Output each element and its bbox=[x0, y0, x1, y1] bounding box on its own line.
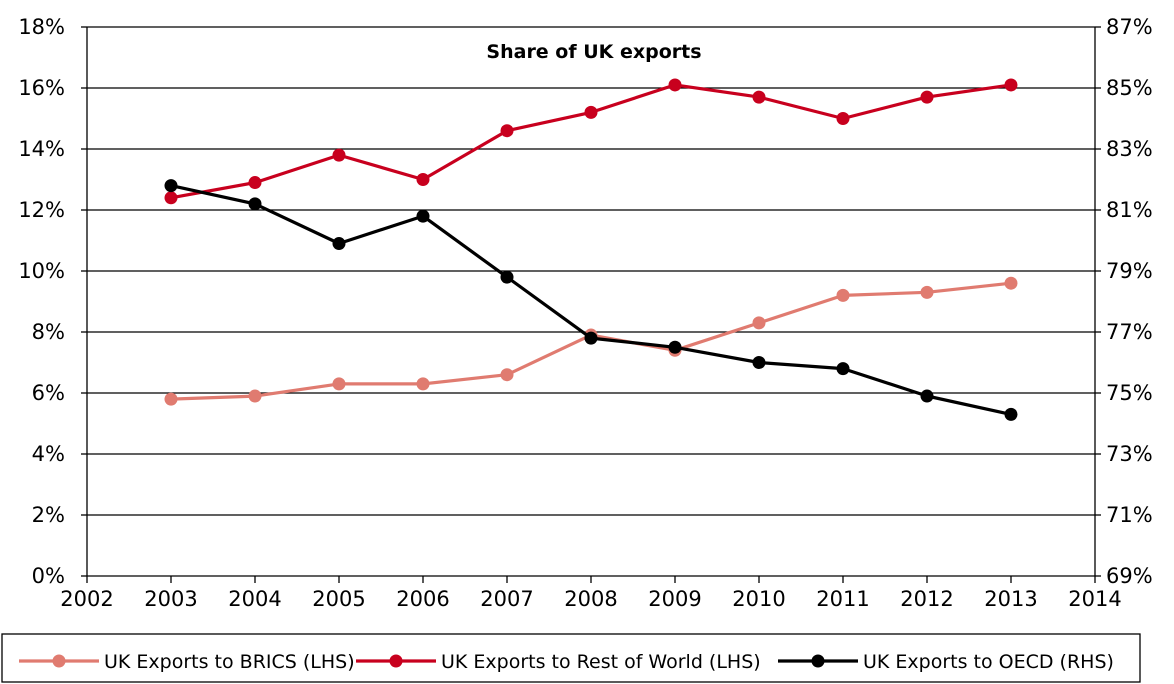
y-right-tick-label: 77% bbox=[1106, 320, 1153, 344]
x-tick-label: 2011 bbox=[816, 587, 869, 611]
x-tick-label: 2014 bbox=[1068, 587, 1121, 611]
data-point bbox=[332, 237, 346, 251]
data-point bbox=[920, 285, 934, 299]
data-point bbox=[164, 191, 178, 205]
data-point bbox=[752, 316, 766, 330]
x-tick-label: 2005 bbox=[312, 587, 365, 611]
y-right-tick-label: 87% bbox=[1106, 15, 1153, 39]
legend-swatch-marker bbox=[389, 654, 403, 668]
x-tick-label: 2008 bbox=[564, 587, 617, 611]
y-right-tick-label: 69% bbox=[1106, 564, 1153, 588]
y-left-tick-label: 8% bbox=[32, 320, 65, 344]
x-tick-label: 2003 bbox=[144, 587, 197, 611]
y-right-tick-label: 71% bbox=[1106, 503, 1153, 527]
data-point bbox=[416, 377, 430, 391]
data-point bbox=[248, 197, 262, 211]
legend-entry-label: UK Exports to OECD (RHS) bbox=[863, 651, 1114, 673]
data-point bbox=[332, 148, 346, 162]
y-left-tick-labels: 0% 2% 4% 6% 8% 10% 12% 14% 16% 18% bbox=[18, 15, 65, 588]
legend-swatch-marker bbox=[811, 654, 825, 668]
data-point bbox=[836, 288, 850, 302]
data-point bbox=[584, 105, 598, 119]
axes bbox=[81, 26, 1101, 583]
data-point bbox=[500, 124, 514, 138]
x-tick-label: 2007 bbox=[480, 587, 533, 611]
y-left-tick-label: 14% bbox=[18, 137, 65, 161]
data-point bbox=[752, 356, 766, 369]
y-left-tick-label: 18% bbox=[18, 15, 65, 39]
data-point bbox=[164, 179, 178, 193]
y-left-tick-label: 0% bbox=[32, 564, 65, 588]
legend-box bbox=[1, 633, 1141, 683]
y-right-tick-labels: 69% 71% 73% 75% 77% 79% 81% 83% 85% 87% bbox=[1106, 15, 1153, 588]
y-left-tick-label: 16% bbox=[18, 76, 65, 100]
y-right-tick-label: 83% bbox=[1106, 137, 1153, 161]
series bbox=[164, 78, 1018, 421]
data-point bbox=[836, 112, 850, 125]
data-point bbox=[920, 90, 934, 104]
y-right-tick-label: 79% bbox=[1106, 259, 1153, 283]
legend-swatch-marker bbox=[52, 654, 66, 668]
y-right-tick-label: 81% bbox=[1106, 198, 1153, 222]
data-point bbox=[920, 389, 934, 403]
data-point bbox=[1004, 78, 1018, 92]
data-point bbox=[332, 377, 346, 391]
data-point bbox=[1004, 407, 1018, 421]
x-tick-labels: 2002 2003 2004 2005 2006 2007 2008 2009 2010 2011… bbox=[60, 587, 1121, 611]
x-tick-label: 2002 bbox=[60, 587, 113, 611]
data-point bbox=[500, 368, 514, 382]
chart-title: Share of UK exports bbox=[486, 41, 701, 63]
y-right-tick-label: 75% bbox=[1106, 381, 1153, 405]
y-left-tick-label: 10% bbox=[18, 259, 65, 283]
y-left-tick-label: 4% bbox=[32, 442, 65, 466]
series-rest-of-world bbox=[164, 78, 1018, 205]
data-point bbox=[500, 270, 514, 284]
x-tick-label: 2009 bbox=[648, 587, 701, 611]
legend-entry-label: UK Exports to BRICS (LHS) bbox=[104, 651, 355, 673]
x-tick-label: 2013 bbox=[984, 587, 1037, 611]
data-point bbox=[836, 362, 850, 376]
data-point bbox=[248, 389, 262, 403]
data-point bbox=[668, 78, 682, 92]
gridlines bbox=[87, 26, 1095, 516]
legend-entry-label: UK Exports to Rest of World (LHS) bbox=[441, 651, 761, 673]
data-point bbox=[248, 176, 262, 190]
data-point bbox=[668, 340, 682, 354]
y-left-tick-label: 6% bbox=[32, 381, 65, 405]
legend: UK Exports to BRICS (LHS) UK Exports to R… bbox=[1, 633, 1141, 683]
x-tick-label: 2006 bbox=[396, 587, 449, 611]
data-point bbox=[1004, 276, 1018, 290]
data-point bbox=[584, 331, 598, 345]
x-tick-label: 2012 bbox=[900, 587, 953, 611]
y-right-tick-label: 73% bbox=[1106, 442, 1153, 466]
series-line-oecd bbox=[170, 184, 1012, 416]
x-tick-label: 2010 bbox=[732, 587, 785, 611]
data-point bbox=[416, 173, 430, 186]
data-point bbox=[752, 90, 766, 104]
y-left-tick-label: 12% bbox=[18, 198, 65, 222]
data-point bbox=[416, 209, 430, 223]
data-point bbox=[164, 392, 178, 406]
series-line-rest-of-world bbox=[170, 83, 1012, 200]
y-right-tick-label: 85% bbox=[1106, 76, 1153, 100]
y-left-tick-label: 2% bbox=[32, 503, 65, 527]
series-oecd bbox=[164, 179, 1018, 421]
x-tick-label: 2004 bbox=[228, 587, 281, 611]
